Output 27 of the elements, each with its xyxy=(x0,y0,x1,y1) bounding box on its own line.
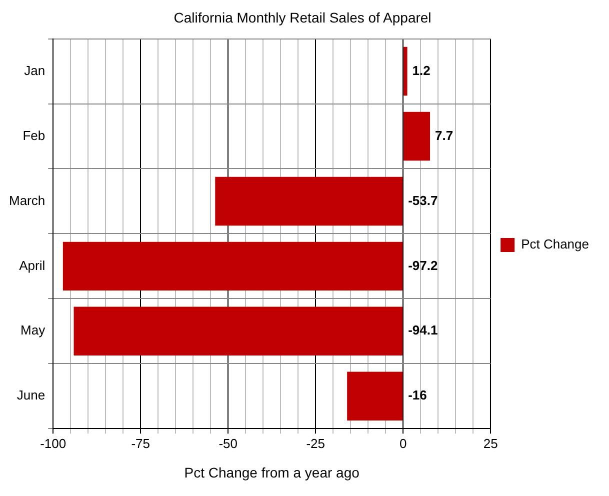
x-tick-label: 25 xyxy=(483,436,498,451)
data-label: -94.1 xyxy=(408,322,438,338)
y-tick-label: June xyxy=(16,388,46,403)
x-axis-title: Pct Change from a year ago xyxy=(184,464,360,480)
y-tick-label: Feb xyxy=(22,128,46,143)
x-tick-label: 0 xyxy=(399,436,407,451)
x-tick-label: -100 xyxy=(40,436,66,451)
bar xyxy=(404,112,430,161)
y-tick-label: March xyxy=(8,192,46,208)
bar xyxy=(347,372,403,420)
data-label: -97.2 xyxy=(408,258,438,273)
bar xyxy=(62,242,403,291)
y-tick-label: Jan xyxy=(24,62,46,78)
bar xyxy=(74,306,403,356)
data-label: 7.7 xyxy=(435,128,454,143)
data-label: -53.7 xyxy=(408,192,438,208)
y-tick-label: April xyxy=(19,258,46,273)
x-tick-label: -50 xyxy=(218,436,238,451)
data-label: 1.2 xyxy=(412,62,430,78)
x-tick-label: -25 xyxy=(306,436,325,451)
chart-title: California Monthly Retail Sales of Apparel xyxy=(174,9,432,26)
data-label: -16 xyxy=(408,388,427,403)
bar xyxy=(215,176,403,226)
legend-label: Pct Change xyxy=(521,236,590,252)
y-tick-label: May xyxy=(20,322,46,338)
bar xyxy=(404,46,408,96)
x-tick-label: -75 xyxy=(131,436,150,451)
